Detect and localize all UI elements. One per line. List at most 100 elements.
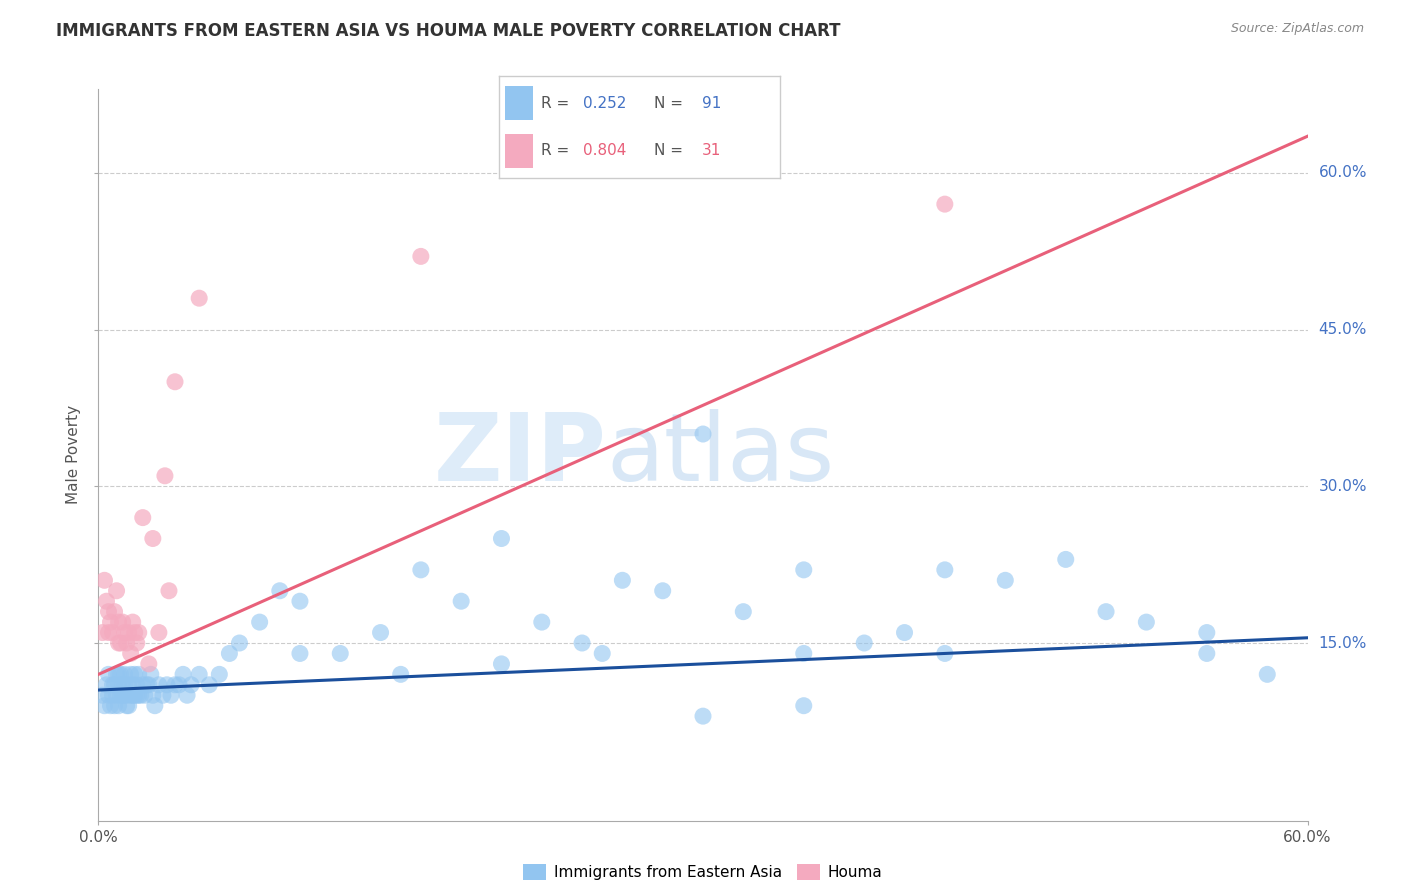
- Point: [105, 583, 128, 598]
- Point: [124, 688, 146, 702]
- Text: IMMIGRANTS FROM EASTERN ASIA VS HOUMA MALE POVERTY CORRELATION CHART: IMMIGRANTS FROM EASTERN ASIA VS HOUMA MA…: [56, 22, 841, 40]
- Point: [105, 688, 128, 702]
- Point: [1135, 615, 1157, 629]
- Y-axis label: Male Poverty: Male Poverty: [66, 405, 82, 505]
- Point: [172, 667, 194, 681]
- Point: [176, 688, 198, 702]
- Point: [120, 647, 142, 661]
- Point: [115, 636, 138, 650]
- Point: [180, 678, 202, 692]
- Point: [96, 678, 118, 692]
- Point: [1195, 647, 1218, 661]
- Point: [120, 667, 142, 681]
- Point: [370, 625, 392, 640]
- Point: [110, 667, 132, 681]
- Point: [160, 688, 183, 702]
- Point: [163, 375, 186, 389]
- Point: [107, 667, 129, 681]
- Point: [103, 678, 125, 692]
- Point: [491, 657, 513, 671]
- Point: [100, 698, 122, 713]
- Point: [269, 583, 291, 598]
- Point: [409, 563, 432, 577]
- Point: [110, 688, 132, 702]
- Point: [134, 688, 156, 702]
- Point: [1095, 605, 1118, 619]
- Point: [135, 678, 157, 692]
- Point: [132, 678, 155, 692]
- Point: [124, 625, 146, 640]
- Point: [96, 594, 118, 608]
- Text: Source: ZipAtlas.com: Source: ZipAtlas.com: [1230, 22, 1364, 36]
- Point: [107, 615, 129, 629]
- Point: [994, 574, 1017, 588]
- Point: [115, 688, 138, 702]
- Point: [101, 625, 124, 640]
- Point: [208, 667, 231, 681]
- Bar: [505, 87, 533, 120]
- Point: [105, 667, 128, 681]
- Point: [128, 688, 150, 702]
- Point: [1195, 625, 1218, 640]
- Point: [97, 625, 120, 640]
- Point: [733, 605, 755, 619]
- Point: [288, 594, 311, 608]
- Point: [163, 678, 186, 692]
- Point: [198, 678, 221, 692]
- Text: 60.0%: 60.0%: [1319, 165, 1367, 180]
- Point: [125, 688, 148, 702]
- Point: [491, 532, 513, 546]
- Point: [329, 647, 352, 661]
- Point: [110, 636, 132, 650]
- Point: [692, 709, 714, 723]
- Text: N =: N =: [654, 144, 688, 158]
- Point: [107, 636, 129, 650]
- Point: [893, 625, 915, 640]
- Text: 91: 91: [702, 96, 721, 111]
- Text: ZIP: ZIP: [433, 409, 606, 501]
- Point: [793, 647, 815, 661]
- Point: [389, 667, 412, 681]
- Point: [571, 636, 593, 650]
- Point: [218, 647, 240, 661]
- Point: [793, 698, 815, 713]
- Text: 45.0%: 45.0%: [1319, 322, 1367, 337]
- Point: [118, 625, 141, 640]
- Point: [118, 698, 141, 713]
- Text: 30.0%: 30.0%: [1319, 479, 1367, 494]
- Point: [853, 636, 876, 650]
- Point: [125, 678, 148, 692]
- Point: [111, 615, 134, 629]
- Point: [121, 678, 143, 692]
- Point: [111, 688, 134, 702]
- Point: [249, 615, 271, 629]
- Point: [612, 574, 634, 588]
- Point: [934, 197, 956, 211]
- Text: 0.804: 0.804: [583, 144, 627, 158]
- Point: [142, 532, 165, 546]
- Point: [132, 510, 155, 524]
- Point: [188, 291, 211, 305]
- Point: [124, 667, 146, 681]
- Point: [114, 678, 136, 692]
- Point: [409, 249, 432, 263]
- Point: [188, 667, 211, 681]
- Point: [114, 688, 136, 702]
- Point: [1256, 667, 1278, 681]
- Point: [148, 625, 170, 640]
- Text: N =: N =: [654, 96, 688, 111]
- Point: [91, 688, 114, 702]
- Point: [934, 563, 956, 577]
- Point: [120, 688, 142, 702]
- Point: [156, 678, 179, 692]
- Text: 0.252: 0.252: [583, 96, 627, 111]
- Point: [129, 688, 152, 702]
- Point: [125, 636, 148, 650]
- Point: [103, 698, 125, 713]
- Point: [1054, 552, 1077, 566]
- Point: [153, 468, 176, 483]
- Point: [115, 698, 138, 713]
- Legend: Immigrants from Eastern Asia, Houma: Immigrants from Eastern Asia, Houma: [517, 858, 889, 886]
- Point: [288, 647, 311, 661]
- Point: [152, 688, 174, 702]
